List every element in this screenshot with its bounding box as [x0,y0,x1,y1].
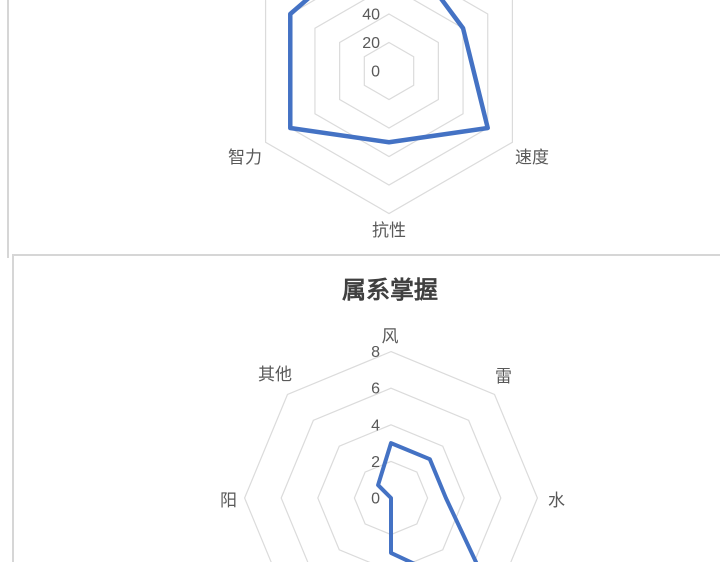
radar-series-line [376,441,479,562]
category-label: 水 [548,491,565,510]
stats-radar-canvas: 020406080100速度抗性智力 [228,0,549,240]
grid-ring [363,41,415,101]
grid-ring [289,0,489,186]
category-label: 其他 [258,365,292,384]
tick-label: 6 [371,381,380,398]
tick-label: 2 [371,454,380,471]
tick-label: 4 [371,417,380,434]
tick-label: 20 [362,35,380,52]
element-mastery-radar-chart[interactable]: 属系掌握 0 2 4 6 8 风雷水 阳 其他 [12,254,720,562]
category-label: 智力 [228,148,262,167]
category-label: 抗性 [372,221,406,240]
tick-label: 0 [371,491,380,508]
chart-title: 属系掌握 [342,278,438,304]
tick-label: 40 [362,7,380,24]
radar-series-line [288,0,490,145]
category-label: 雷 [495,367,512,386]
tick-label: 8 [371,344,380,361]
category-label: 风 [382,327,399,346]
grid-ring [264,0,514,215]
tick-label: 0 [371,64,380,81]
grid-ring [243,350,539,562]
grid-ring [317,424,465,562]
grid-ring [339,13,439,129]
category-label: 速度 [515,148,549,167]
grid-ring [280,387,502,562]
stats-radar-chart[interactable]: 020406080100速度抗性智力 [7,0,720,258]
category-label: 阳 [220,491,237,510]
